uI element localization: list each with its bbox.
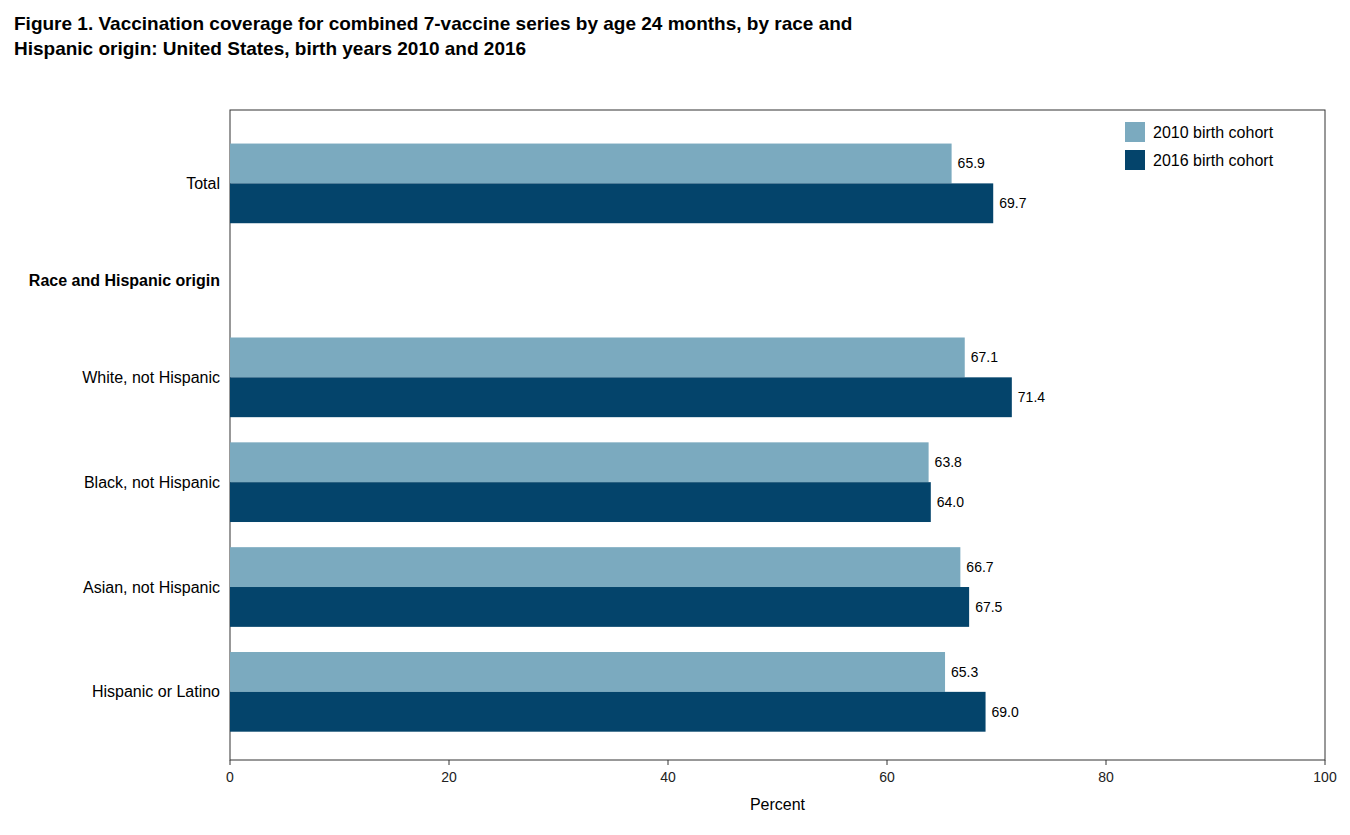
bar: [230, 652, 945, 692]
x-tick-label: 40: [660, 769, 676, 785]
bar: [230, 547, 960, 587]
legend: 2010 birth cohort 2016 birth cohort: [1125, 122, 1274, 170]
data-label: 65.3: [951, 664, 978, 680]
data-label: 67.5: [975, 599, 1002, 615]
x-axis: 0 20 40 60 80 100: [226, 760, 1337, 785]
legend-label: 2010 birth cohort: [1153, 124, 1274, 141]
data-label: 67.1: [971, 349, 998, 365]
category-label: White, not Hispanic: [82, 369, 220, 386]
data-labels: 65.9 67.1 63.8 66.7 65.3 69.7 71.4 64.0 67.5 69.0: [935, 155, 1046, 719]
x-tick: [668, 760, 669, 765]
category-label: Asian, not Hispanic: [83, 579, 220, 596]
bar: [230, 482, 931, 522]
data-label: 71.4: [1018, 389, 1045, 405]
x-tick-label: 100: [1313, 769, 1337, 785]
legend-swatch: [1125, 122, 1145, 142]
bar: [230, 144, 952, 184]
x-tick: [449, 760, 450, 765]
section-label: Race and Hispanic origin: [29, 272, 220, 289]
category-label: Hispanic or Latino: [92, 683, 220, 700]
bar: [230, 183, 993, 223]
legend-swatch: [1125, 150, 1145, 170]
data-label: 66.7: [966, 559, 993, 575]
data-label: 69.0: [992, 704, 1019, 720]
title: Figure 1. Vaccination coverage for combi…: [14, 13, 852, 59]
plot-frame: [230, 110, 1325, 760]
x-tick-label: 60: [879, 769, 895, 785]
data-label: 64.0: [937, 494, 964, 510]
x-tick-label: 80: [1098, 769, 1114, 785]
bar: [230, 338, 965, 378]
data-label: 63.8: [935, 454, 962, 470]
bar: [230, 587, 969, 627]
category-label: Black, not Hispanic: [84, 474, 220, 491]
data-label: 65.9: [958, 155, 985, 171]
legend-label: 2016 birth cohort: [1153, 152, 1274, 169]
x-tick: [1106, 760, 1107, 765]
data-label: 69.7: [999, 195, 1026, 211]
bars: [230, 144, 1012, 732]
bar: [230, 692, 986, 732]
bar: [230, 377, 1012, 417]
x-tick-label: 0: [226, 769, 234, 785]
title-line: Hispanic origin: United States, birth ye…: [14, 38, 526, 59]
chart: Figure 1. Vaccination coverage for combi…: [0, 0, 1350, 835]
x-tick: [1325, 760, 1326, 765]
x-axis-label: Percent: [750, 796, 806, 813]
x-tick: [230, 760, 231, 765]
bar: [230, 442, 929, 482]
category-label: Total: [186, 175, 220, 192]
x-tick-label: 20: [441, 769, 457, 785]
x-tick: [887, 760, 888, 765]
title-line: Figure 1. Vaccination coverage for combi…: [14, 13, 852, 34]
